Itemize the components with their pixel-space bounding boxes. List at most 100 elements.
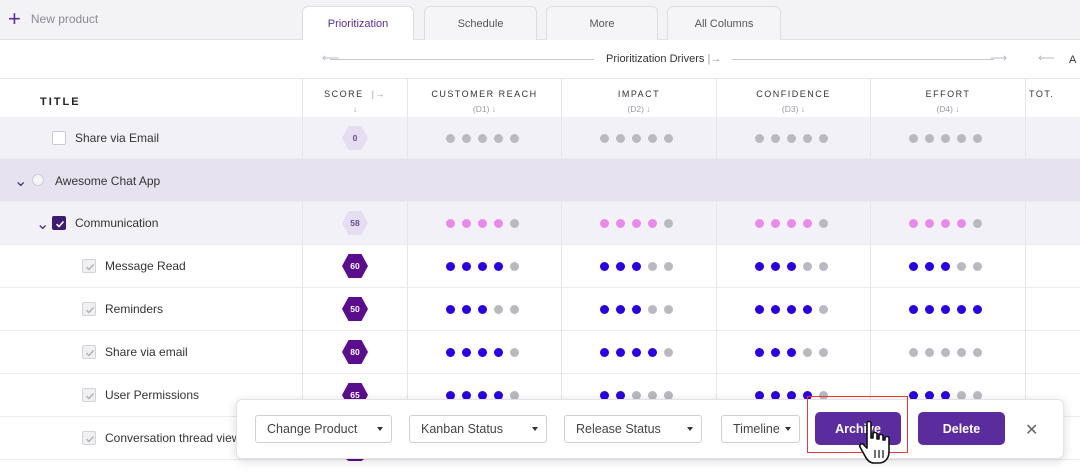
rating-dot[interactable] [510,134,519,143]
rating-dot[interactable] [973,262,982,271]
rating-dot[interactable] [755,391,764,400]
rating-dots[interactable] [755,134,828,143]
row-checkbox[interactable] [52,131,66,145]
rating-dot[interactable] [446,305,455,314]
group-row[interactable]: ⌄ Awesome Chat App [0,159,1080,202]
rating-dot[interactable] [446,134,455,143]
row-checkbox[interactable] [52,216,66,230]
rating-dot[interactable] [771,262,780,271]
rating-dot[interactable] [957,348,966,357]
table-row[interactable]: ⌄ Communication 58 [0,202,1080,245]
rating-dots[interactable] [600,134,673,143]
rating-dot[interactable] [632,219,641,228]
change-product-dropdown[interactable]: Change Product [255,415,392,443]
rating-dot[interactable] [648,305,657,314]
rating-dot[interactable] [973,305,982,314]
rating-dot[interactable] [803,391,812,400]
rating-dot[interactable] [648,134,657,143]
rating-dot[interactable] [925,348,934,357]
row-checkbox[interactable] [82,259,96,273]
rating-dots[interactable] [909,262,982,271]
rating-dot[interactable] [755,348,764,357]
rating-dots[interactable] [909,219,982,228]
rating-dot[interactable] [957,134,966,143]
rating-dot[interactable] [510,219,519,228]
rating-dot[interactable] [941,134,950,143]
rating-dot[interactable] [510,391,519,400]
rating-dot[interactable] [600,262,609,271]
table-row[interactable]: Message Read 60 [0,245,1080,288]
rating-dot[interactable] [787,305,796,314]
rating-dot[interactable] [632,305,641,314]
kanban-status-dropdown[interactable]: Kanban Status [409,415,547,443]
tab-all-columns[interactable]: All Columns [667,6,781,40]
rating-dot[interactable] [600,134,609,143]
rating-dot[interactable] [462,262,471,271]
row-title[interactable]: User Permissions [105,388,200,402]
rating-dot[interactable] [478,391,487,400]
row-title[interactable]: Conversation thread view [105,431,241,445]
rating-dot[interactable] [909,305,918,314]
rating-dot[interactable] [462,391,471,400]
rating-dots[interactable] [755,348,828,357]
rating-dot[interactable] [819,305,828,314]
tab-more[interactable]: More [546,6,658,40]
expand-icon[interactable]: |→ [707,53,722,65]
rating-dot[interactable] [819,219,828,228]
rating-dots[interactable] [446,305,519,314]
rating-dot[interactable] [600,219,609,228]
tab-schedule[interactable]: Schedule [424,6,537,40]
rating-dots[interactable] [755,219,828,228]
rating-dot[interactable] [803,262,812,271]
rating-dot[interactable] [803,305,812,314]
column-header-title[interactable]: TITLE [40,96,81,108]
rating-dot[interactable] [755,134,764,143]
rating-dots[interactable] [755,305,828,314]
rating-dot[interactable] [941,262,950,271]
rating-dot[interactable] [925,305,934,314]
rating-dot[interactable] [755,305,764,314]
rating-dot[interactable] [973,219,982,228]
rating-dots[interactable] [909,348,982,357]
rating-dot[interactable] [664,391,673,400]
rating-dot[interactable] [478,262,487,271]
rating-dots[interactable] [600,391,673,400]
rating-dot[interactable] [803,219,812,228]
row-title[interactable]: Share via email [105,345,188,359]
rating-dot[interactable] [909,391,918,400]
rating-dot[interactable] [478,219,487,228]
chevron-down-icon[interactable]: ⌄ [14,173,28,190]
rating-dot[interactable] [478,348,487,357]
rating-dot[interactable] [925,134,934,143]
rating-dot[interactable] [973,348,982,357]
row-checkbox[interactable] [82,388,96,402]
rating-dot[interactable] [819,391,828,400]
rating-dot[interactable] [494,348,503,357]
rating-dot[interactable] [446,262,455,271]
rating-dot[interactable] [941,391,950,400]
rating-dots[interactable] [755,391,828,400]
rating-dot[interactable] [632,134,641,143]
rating-dots[interactable] [755,262,828,271]
rating-dot[interactable] [478,305,487,314]
rating-dot[interactable] [941,219,950,228]
rating-dot[interactable] [909,219,918,228]
rating-dot[interactable] [755,219,764,228]
rating-dot[interactable] [632,391,641,400]
table-row[interactable]: Reminders 50 [0,288,1080,331]
column-header-impact[interactable]: IMPACT (D2) ↓ [561,78,716,127]
rating-dots[interactable] [909,391,982,400]
rating-dot[interactable] [664,305,673,314]
rating-dot[interactable] [648,391,657,400]
rating-dot[interactable] [494,391,503,400]
rating-dots[interactable] [600,262,673,271]
rating-dot[interactable] [494,219,503,228]
rating-dot[interactable] [941,305,950,314]
rating-dot[interactable] [957,305,966,314]
row-title[interactable]: Communication [75,216,159,230]
rating-dot[interactable] [510,305,519,314]
rating-dot[interactable] [616,262,625,271]
rating-dot[interactable] [664,262,673,271]
rating-dots[interactable] [909,134,982,143]
rating-dot[interactable] [664,219,673,228]
